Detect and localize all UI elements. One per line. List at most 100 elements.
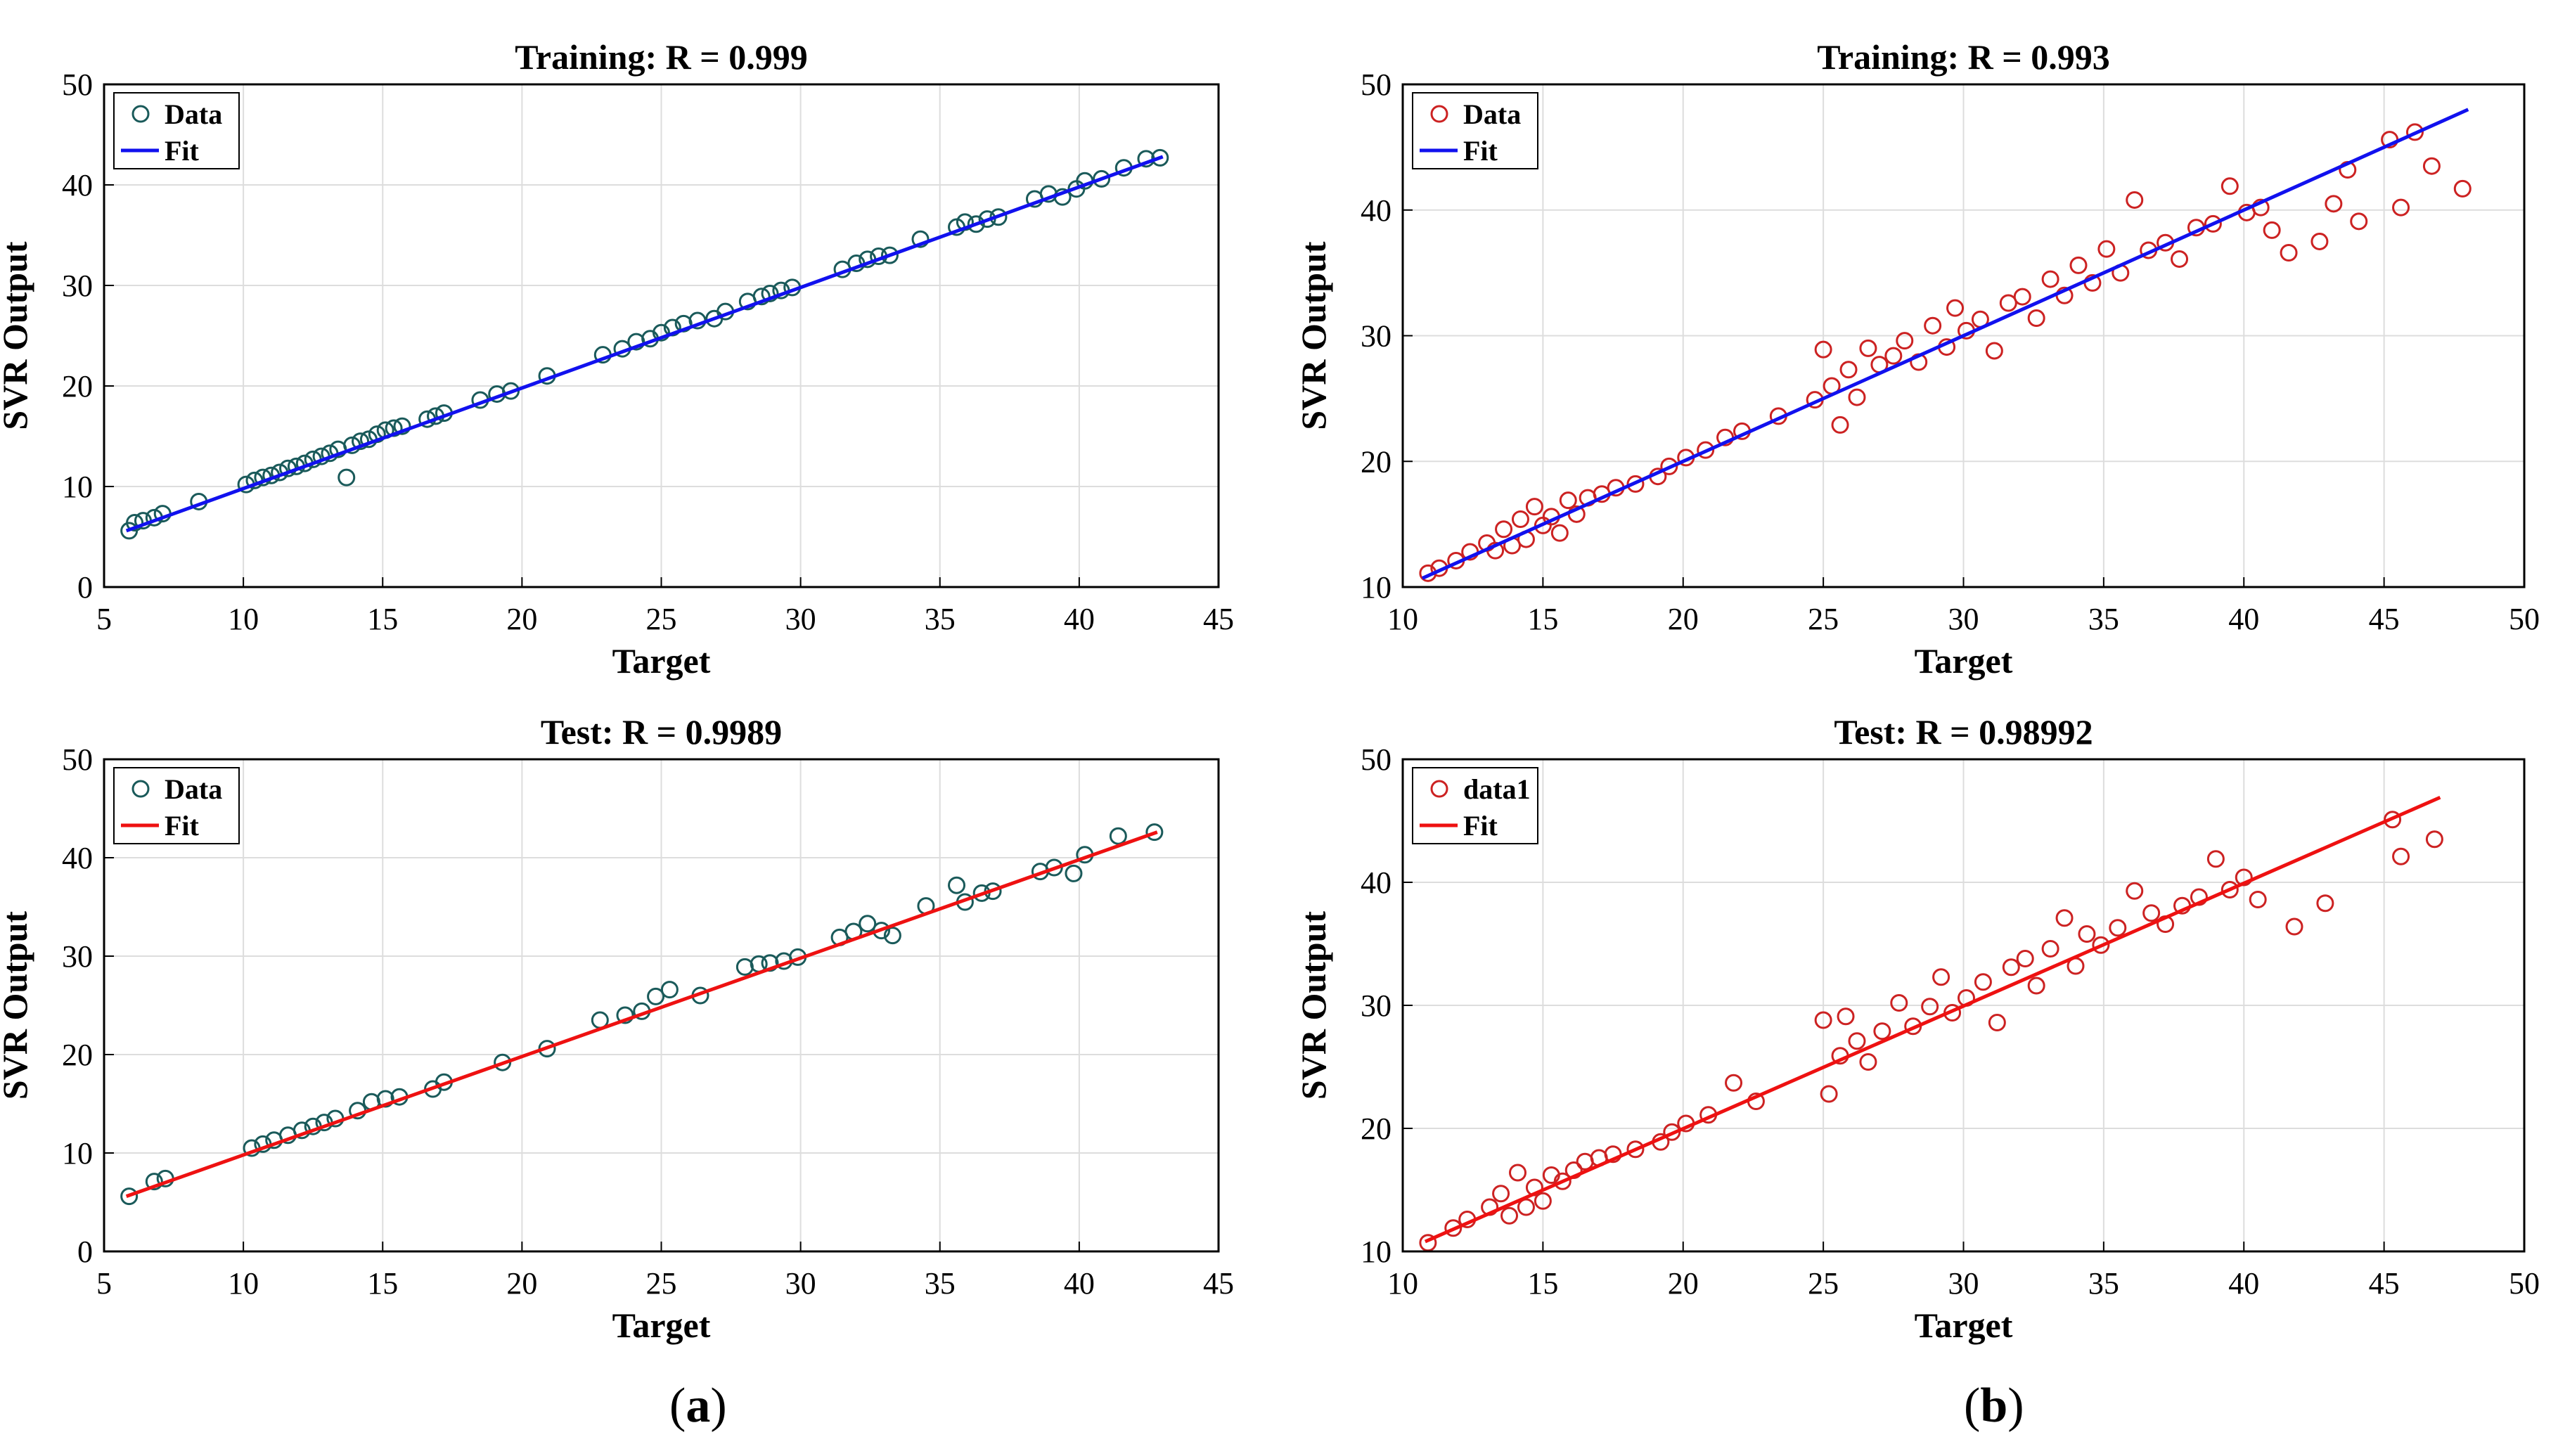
y-tick-label: 20	[1361, 1112, 1392, 1146]
x-tick-label: 10	[228, 602, 259, 636]
legend: data1 Fit	[1412, 767, 1538, 844]
data-point	[2280, 244, 2298, 262]
y-tick-label: 30	[62, 269, 93, 303]
data-point	[1534, 1192, 1552, 1210]
x-tick-label: 40	[1064, 1266, 1095, 1301]
data-point	[1921, 998, 1939, 1016]
data-point	[1109, 827, 1127, 845]
y-tick-label: 20	[62, 369, 93, 404]
legend-label-fit: Fit	[1463, 810, 1498, 842]
chart-title: Training: R = 0.999	[515, 37, 807, 77]
data-point	[1725, 1074, 1743, 1092]
data-point	[2055, 909, 2074, 927]
x-axis-label: Target	[612, 641, 711, 681]
data-point	[1820, 1085, 1838, 1103]
legend-label-fit: Fit	[165, 135, 200, 167]
y-tick-label: 20	[62, 1038, 93, 1072]
legend-marker-data	[1430, 780, 1448, 798]
x-tick-label: 5	[96, 602, 112, 636]
legend-box	[1412, 92, 1538, 169]
x-tick-label: 30	[1948, 1266, 1979, 1301]
data-point	[1848, 1032, 1866, 1050]
x-tick-label: 20	[1668, 602, 1699, 636]
chart-a-test: 5 10 15 20 25 30 35 40 45 0 10 20 30 40 50 Test: R = 0.…	[0, 712, 1234, 1345]
plot-frame	[103, 758, 1220, 1253]
legend-label-data: data1	[1463, 773, 1531, 805]
caption-a-letter: a	[686, 1379, 711, 1433]
x-tick-label: 10	[1387, 1266, 1418, 1301]
x-tick-label: 25	[1808, 1266, 1839, 1301]
data-point	[1839, 361, 1858, 379]
data-point	[1896, 332, 1914, 350]
data-point	[1999, 294, 2017, 312]
fit-line	[125, 155, 1164, 533]
data-point	[859, 915, 877, 933]
x-tick-label: 50	[2509, 1266, 2540, 1301]
data-point	[1932, 968, 1950, 986]
y-tick-label: 30	[62, 939, 93, 974]
data-point	[880, 246, 899, 264]
chart-title: Test: R = 0.9989	[541, 712, 782, 752]
data-point	[948, 876, 966, 894]
data-point	[1525, 498, 1543, 516]
data-point	[2316, 894, 2334, 913]
y-tick-label: 30	[1361, 988, 1392, 1023]
fit-line	[1424, 795, 2441, 1244]
x-tick-label: 40	[1064, 602, 1095, 636]
data-point	[1924, 316, 1942, 335]
caption-a: (a)	[669, 1378, 727, 1434]
chart-a-training: 5 10 15 20 25 30 35 40 45 0 10 20 30 40 50 Training: R …	[0, 37, 1234, 681]
y-tick-label: 10	[1361, 1235, 1392, 1269]
data-point	[120, 1187, 139, 1206]
data-point	[1831, 415, 1849, 434]
data-point	[2310, 232, 2329, 250]
data-point	[2126, 191, 2144, 209]
data-point	[761, 284, 779, 302]
x-axis-label: Target	[612, 1306, 711, 1345]
y-tick-label: 40	[62, 841, 93, 875]
legend-marker-data	[131, 780, 150, 798]
data-point	[2142, 904, 2161, 922]
data-point	[2092, 936, 2110, 954]
data-point	[1848, 388, 1866, 406]
x-tick-label: 25	[646, 602, 677, 636]
data-point	[1559, 491, 1577, 510]
legend-label-data: Data	[1463, 98, 1521, 130]
data-point	[1837, 1007, 1855, 1026]
data-point	[1859, 1053, 1877, 1071]
x-tick-label: 20	[506, 1266, 537, 1301]
legend: Data Fit	[113, 767, 240, 844]
data-point	[1093, 169, 1111, 188]
data-point	[2013, 288, 2031, 306]
x-tick-label: 45	[2369, 602, 2400, 636]
x-tick-label: 30	[1948, 602, 1979, 636]
data-point	[1946, 299, 1965, 317]
x-tick-label: 35	[2088, 602, 2119, 636]
data-point	[1985, 342, 2003, 360]
chart-title: Test: R = 0.98992	[1834, 712, 2093, 752]
caption-b-close: )	[2007, 1379, 2024, 1433]
x-tick-label: 25	[1808, 602, 1839, 636]
legend-box	[113, 92, 240, 169]
data-point	[2285, 917, 2303, 936]
y-axis-label: SVR Output	[1294, 241, 1333, 430]
y-tick-label: 0	[77, 1235, 93, 1269]
data-point	[2109, 919, 2127, 937]
data-point	[616, 1006, 634, 1024]
y-tick-label: 50	[62, 742, 93, 777]
x-tick-label: 25	[646, 1266, 677, 1301]
chart-b-training: 10 15 20 25 30 35 40 45 50 10 20 30 40 50 Training: R …	[1294, 37, 2540, 681]
data-point	[1444, 1219, 1463, 1237]
data-point	[647, 987, 665, 1005]
data-point	[1492, 1185, 1510, 1203]
caption-b-letter: b	[1980, 1379, 2008, 1433]
data-point	[2206, 850, 2225, 868]
data-point	[1660, 457, 1678, 475]
caption-b-open: (	[1964, 1379, 1981, 1433]
y-tick-label: 10	[62, 470, 93, 504]
legend-marker-data	[1430, 105, 1448, 123]
chart-title: Training: R = 0.993	[1817, 37, 2109, 77]
y-tick-label: 10	[1361, 570, 1392, 605]
y-tick-label: 0	[77, 570, 93, 605]
legend-label-fit: Fit	[1463, 135, 1498, 167]
